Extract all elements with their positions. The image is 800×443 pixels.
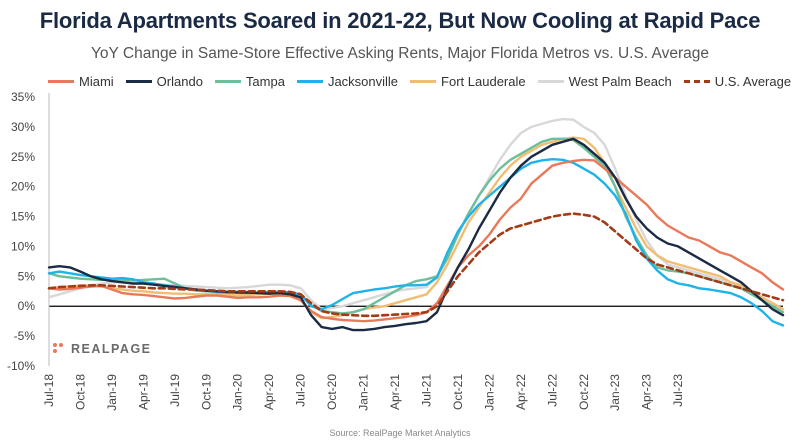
- x-tick-label: Jul-18: [42, 374, 56, 407]
- legend-item-west-palm-beach: West Palm Beach: [537, 74, 672, 89]
- legend-label: U.S. Average: [714, 74, 792, 89]
- source-note: Source: RealPage Market Analytics: [329, 428, 471, 438]
- realpage-logo-icon: [53, 343, 63, 353]
- x-tick-label: Oct-22: [577, 374, 591, 410]
- series-line-fort-lauderale: [47, 136, 785, 320]
- x-tick-label: Jan-23: [608, 374, 622, 411]
- y-tick-label: 5%: [18, 269, 36, 283]
- x-tick-label: Jan-20: [231, 374, 245, 411]
- y-tick-label: 20%: [11, 180, 35, 194]
- legend-label: Miami: [79, 74, 114, 89]
- y-tick-label: -5%: [14, 329, 36, 343]
- series-line-miami: [47, 158, 785, 323]
- chart-title: Florida Apartments Soared in 2021-22, Bu…: [39, 8, 761, 33]
- y-tick-label: 10%: [11, 239, 35, 253]
- x-tick-label: Oct-19: [199, 374, 213, 410]
- realpage-logo: REALPAGE: [52, 342, 152, 356]
- x-tick-label: Oct-21: [451, 374, 465, 410]
- y-tick-label: 35%: [11, 90, 35, 104]
- legend-label: West Palm Beach: [568, 74, 672, 89]
- y-tick-label: 0%: [18, 299, 36, 313]
- x-tick-label: Apr-19: [136, 374, 150, 410]
- x-tick-label: Jul-19: [168, 374, 182, 407]
- x-tick-label: Jul-20: [294, 374, 308, 407]
- legend-label: Tampa: [245, 74, 285, 89]
- legend-item-u-s-average: U.S. Average: [683, 74, 792, 89]
- legend-item-jacksonville: Jacksonville: [296, 74, 399, 89]
- x-tick-label: Apr-20: [262, 374, 276, 410]
- legend-label: Fort Lauderale: [441, 74, 526, 89]
- y-tick-label: -10%: [7, 359, 35, 373]
- legend-swatch: [296, 80, 323, 83]
- series-line-tampa: [47, 137, 785, 315]
- chart-subtitle: YoY Change in Same-Store Effective Askin…: [90, 45, 709, 62]
- legend-swatch: [683, 80, 710, 83]
- series-line-jacksonville: [47, 158, 785, 327]
- x-tick-label: Jul-21: [419, 374, 433, 407]
- realpage-logo-text: REALPAGE: [71, 342, 152, 356]
- legend-label: Orlando: [156, 74, 203, 89]
- legend-item-orlando: Orlando: [125, 74, 203, 89]
- x-tick-label: Oct-20: [325, 374, 339, 410]
- legend-label: Jacksonville: [327, 74, 399, 89]
- x-tick-label: Apr-23: [640, 374, 654, 410]
- x-tick-label: Apr-21: [388, 374, 402, 410]
- legend-swatch: [125, 80, 152, 83]
- legend-swatch: [537, 80, 564, 83]
- x-tick-label: Oct-18: [73, 374, 87, 410]
- x-tick-label: Jan-19: [105, 374, 119, 411]
- legend-swatch: [214, 80, 241, 83]
- series-line-u-s-average: [47, 212, 785, 318]
- legend-swatch: [410, 80, 437, 83]
- x-tick-label: Apr-22: [514, 374, 528, 410]
- chart-legend: Miami Orlando Tampa Jacksonville Fort Lauder…: [48, 74, 798, 89]
- y-tick-label: 30%: [11, 120, 35, 134]
- legend-swatch: [48, 80, 74, 83]
- x-tick-label: Jan-22: [482, 374, 496, 411]
- x-tick-label: Jul-22: [545, 374, 559, 407]
- legend-item-fort-lauderale: Fort Lauderale: [410, 74, 526, 89]
- x-tick-label: Jan-21: [357, 374, 371, 411]
- y-tick-label: 25%: [11, 150, 35, 164]
- y-tick-label: 15%: [11, 210, 35, 224]
- x-tick-label: Jul-23: [671, 374, 685, 407]
- legend-item-miami: Miami: [48, 74, 114, 89]
- legend-item-tampa: Tampa: [214, 74, 285, 89]
- series-line-orlando: [47, 137, 785, 332]
